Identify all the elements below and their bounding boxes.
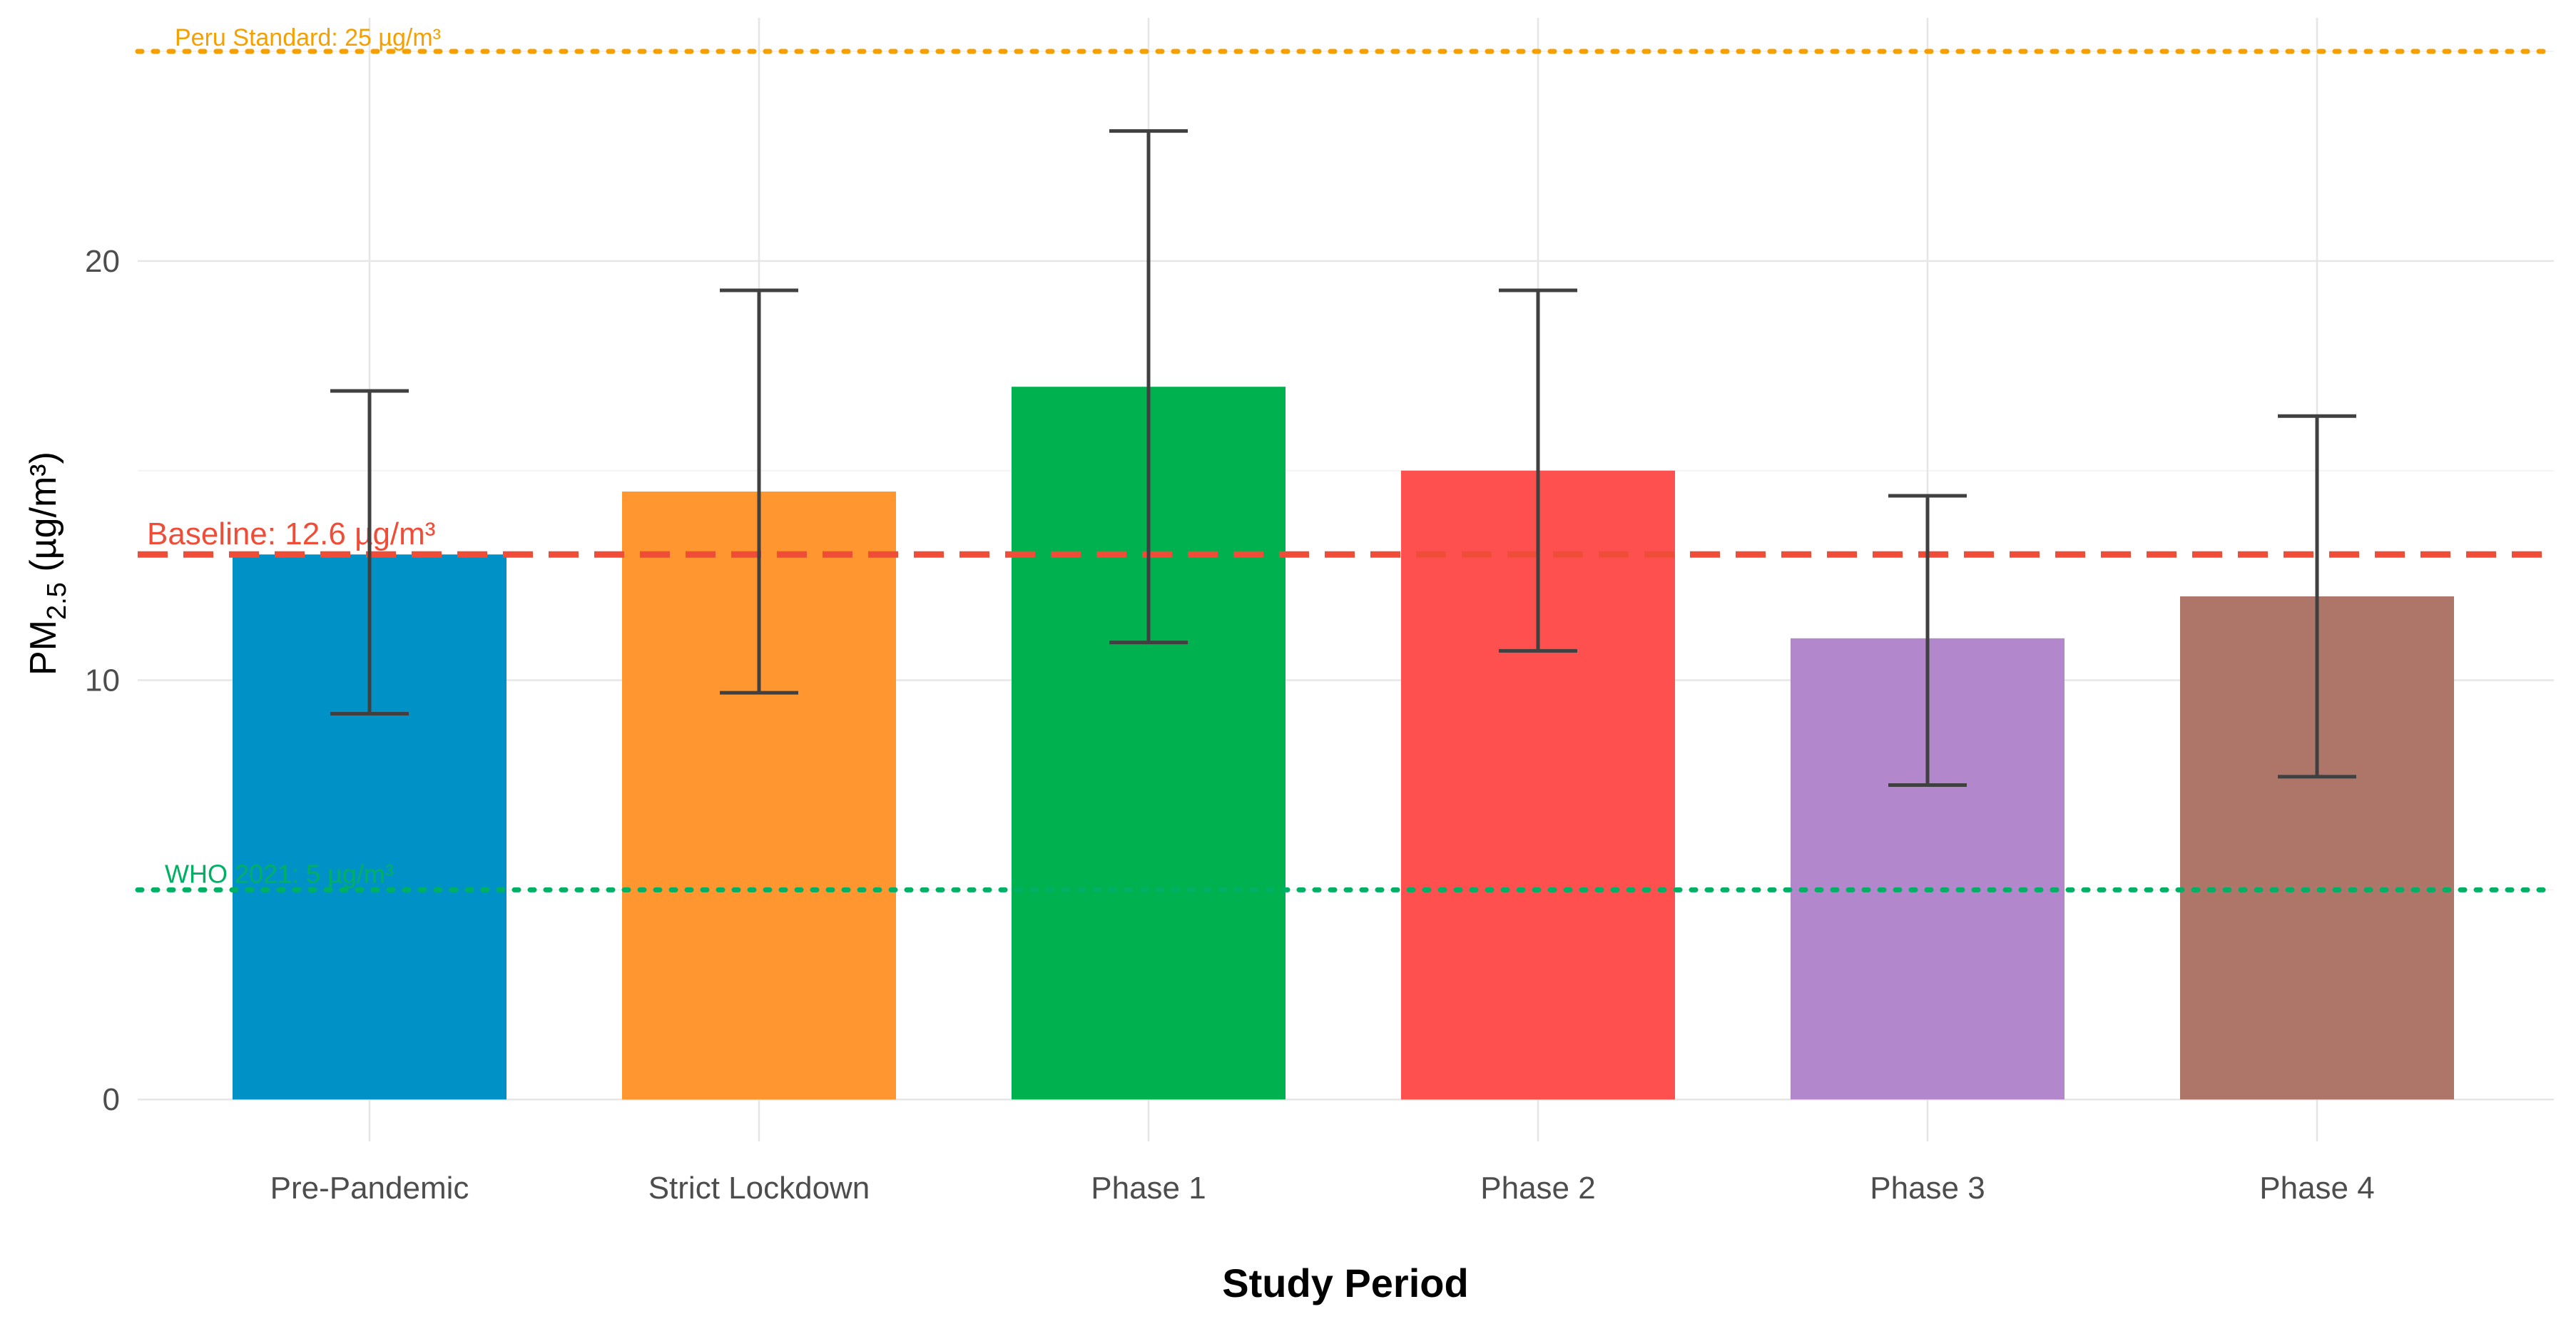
who-2021-label: WHO 2021: 5 µg/m³ bbox=[165, 859, 394, 888]
error-bar bbox=[2278, 414, 2356, 779]
y-tick-label: 0 bbox=[103, 1082, 120, 1117]
error-bars bbox=[330, 129, 2356, 787]
gridlines bbox=[138, 18, 2554, 1141]
y-axis-title-prefix: PM bbox=[23, 620, 64, 676]
x-tick-label: Strict Lockdown bbox=[648, 1171, 870, 1206]
y-tick-label: 20 bbox=[85, 244, 120, 279]
y-tick-label: 10 bbox=[85, 663, 120, 698]
y-axis-title-suffix: (µg/m³) bbox=[23, 452, 64, 582]
x-axis-title: Study Period bbox=[1222, 1261, 1468, 1305]
x-tick-labels: Pre-Pandemic Strict Lockdown Phase 1 Phase … bbox=[270, 1171, 2375, 1206]
reference-lines: Peru Standard: 25 µg/m³ Baseline: 12.6 µg… bbox=[135, 24, 2557, 892]
error-bar bbox=[720, 288, 798, 695]
error-bar bbox=[1109, 129, 1188, 645]
y-tick-labels: 0 10 20 bbox=[85, 244, 120, 1117]
x-tick-label: Phase 1 bbox=[1091, 1171, 1206, 1206]
baseline-label: Baseline: 12.6 µg/m³ bbox=[147, 516, 435, 551]
error-bar bbox=[1499, 288, 1577, 653]
x-tick-label: Pre-Pandemic bbox=[270, 1171, 469, 1206]
peru-standard-label: Peru Standard: 25 µg/m³ bbox=[175, 24, 441, 51]
error-bar bbox=[1888, 494, 1967, 787]
y-axis-title-subscript: 2.5 bbox=[42, 582, 72, 620]
x-tick-label: Phase 3 bbox=[1870, 1171, 1985, 1206]
bars bbox=[233, 387, 2454, 1100]
error-bar bbox=[330, 389, 409, 716]
x-tick-label: Phase 4 bbox=[2259, 1171, 2374, 1206]
x-tick-label: Phase 2 bbox=[1480, 1171, 1595, 1206]
y-axis-title: PM2.5 (µg/m³) bbox=[23, 452, 72, 676]
